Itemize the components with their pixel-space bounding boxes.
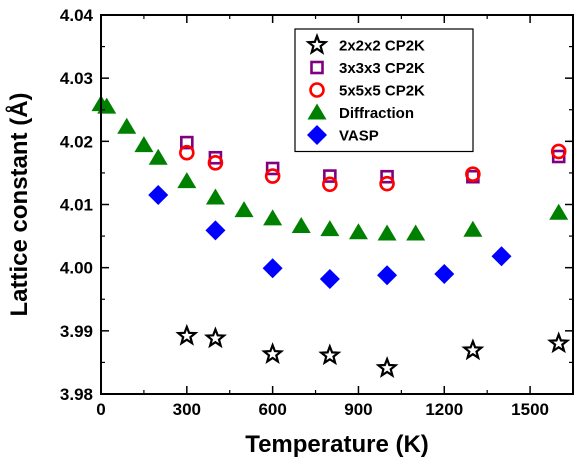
legend: 2x2x2 CP2K 3x3x3 CP2K 5x5x5 CP2K Diffractio… [294, 28, 474, 153]
y-tick-label: 4.04 [60, 6, 94, 25]
data-point [322, 176, 338, 193]
data-point [205, 188, 225, 205]
data-point [262, 258, 283, 279]
data-point [375, 356, 399, 378]
data-point [179, 144, 195, 161]
data-point [434, 263, 455, 284]
y-tick-label: 4.01 [60, 196, 93, 215]
data-point [263, 209, 283, 226]
data-point [261, 342, 285, 365]
legend-marker [307, 125, 327, 145]
data-point [377, 265, 398, 286]
data-point [148, 148, 168, 165]
data-point [117, 117, 137, 134]
x-tick-label: 900 [344, 400, 372, 419]
legend-marker [307, 103, 327, 120]
legend-marker [305, 32, 329, 55]
data-point [320, 220, 340, 237]
data-point [461, 338, 485, 361]
data-point [318, 343, 342, 366]
data-point [348, 223, 368, 240]
axis-ticks [100, 14, 573, 395]
series-diffraction [91, 95, 569, 241]
data-point [323, 169, 337, 183]
y-tick-label: 3.99 [60, 322, 93, 341]
legend-label: 2x2x2 CP2K [339, 38, 425, 55]
data-point [465, 166, 481, 182]
data-point [550, 143, 567, 160]
plot-marks [91, 95, 571, 378]
y-tick-label: 4.02 [60, 132, 93, 151]
legend-marker [310, 60, 324, 75]
data-point [463, 220, 483, 237]
data-point [175, 323, 199, 346]
data-point [265, 161, 280, 176]
legend-marker [309, 82, 325, 98]
data-point [547, 331, 571, 354]
data-point [148, 185, 169, 206]
x-tick-label: 0 [96, 400, 105, 419]
legend-label: 5x5x5 CP2K [339, 83, 425, 100]
x-tick-label: 300 [173, 400, 201, 419]
y-tick-label: 3.98 [60, 385, 93, 404]
x-tick-label: 1200 [425, 400, 463, 419]
y-tick-label: 4.03 [60, 69, 93, 88]
data-point [377, 224, 397, 241]
data-point [203, 326, 227, 349]
data-point [380, 169, 394, 184]
y-tick-label: 4.00 [60, 259, 93, 278]
x-tick-label: 600 [258, 400, 286, 419]
series-5x5x5-cp2k [179, 143, 567, 193]
legend-label: Diffraction [339, 105, 414, 122]
legend-label: 3x3x3 CP2K [339, 60, 425, 77]
data-point [406, 224, 426, 241]
data-point [205, 220, 226, 241]
series-2x2x2-cp2k [175, 323, 571, 378]
data-point [379, 175, 395, 192]
x-tick-label: 1500 [511, 400, 549, 419]
data-point [234, 201, 254, 218]
data-point [549, 203, 569, 220]
data-point [491, 246, 512, 267]
data-point [291, 216, 311, 233]
data-point [264, 168, 281, 184]
data-point [319, 269, 340, 290]
legend-label: VASP [339, 128, 379, 145]
data-point [134, 136, 154, 153]
data-point [180, 135, 194, 150]
data-point [177, 172, 197, 189]
x-axis-title: Temperature (K) [245, 431, 429, 458]
y-axis-title: Lattice constant (Å) [5, 92, 33, 316]
series-vasp [148, 185, 512, 290]
axis-tick-labels: 0 300 600 900 1200 1500 3.98 3.99 4.00 4.01 4.02 4.… [60, 6, 549, 419]
data-point [207, 155, 224, 171]
